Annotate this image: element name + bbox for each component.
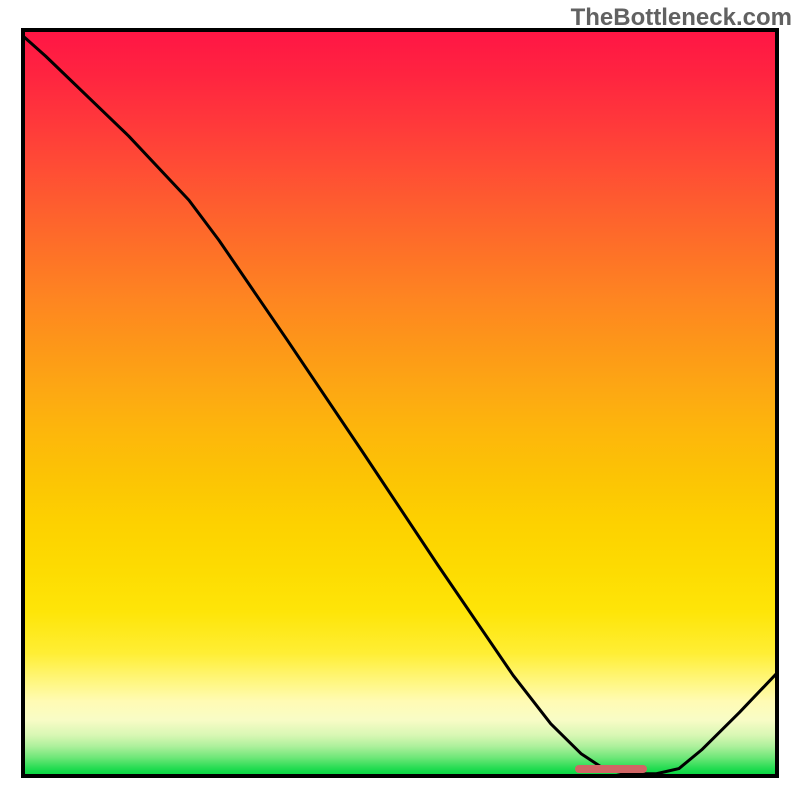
chart-plot-area <box>21 28 779 778</box>
highlight-marker <box>575 765 647 773</box>
chart-container: { "attribution": { "text": "TheBottlenec… <box>0 0 800 800</box>
chart-svg <box>21 28 779 778</box>
